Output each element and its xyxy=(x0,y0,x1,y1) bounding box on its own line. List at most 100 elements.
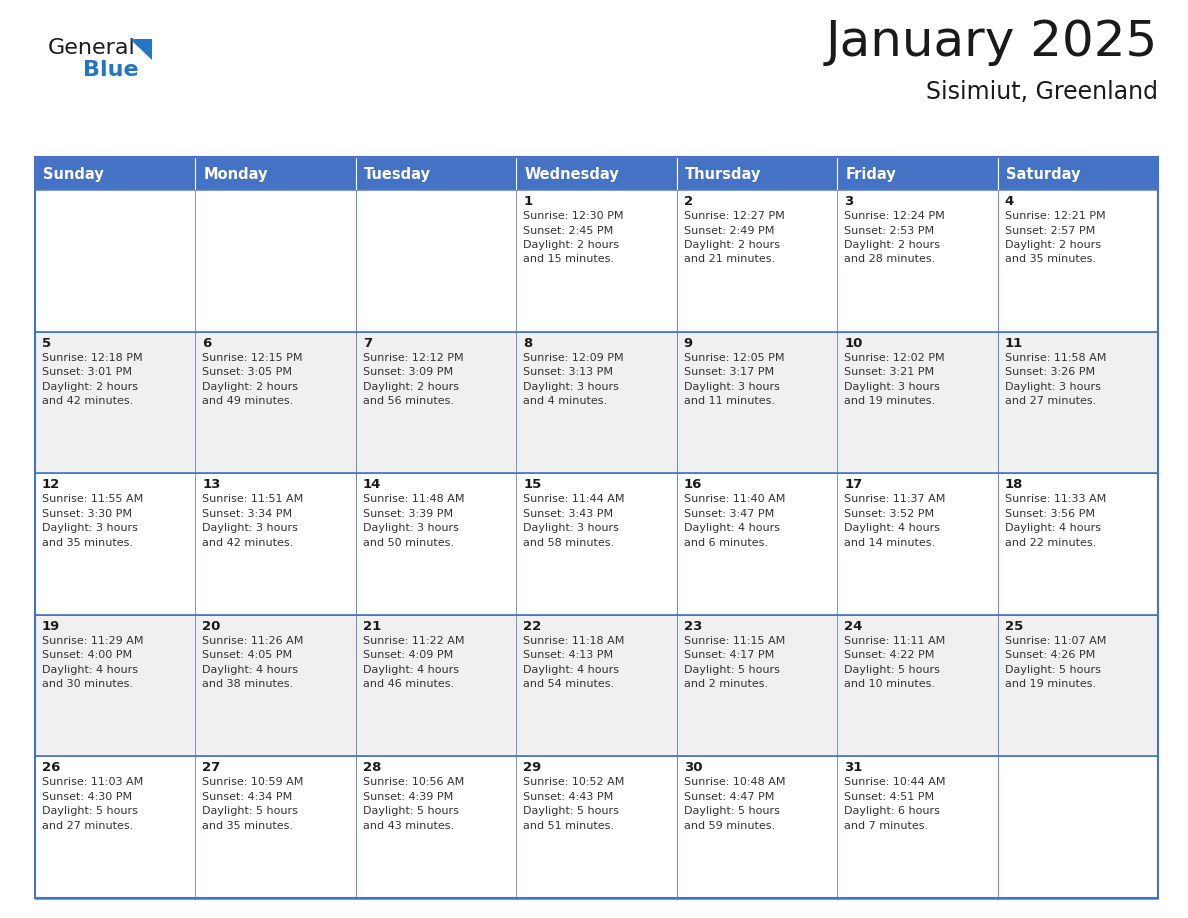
Text: Monday: Monday xyxy=(203,167,268,182)
Text: Sunrise: 11:29 AM: Sunrise: 11:29 AM xyxy=(42,636,144,645)
Text: and 54 minutes.: and 54 minutes. xyxy=(523,679,614,689)
Polygon shape xyxy=(129,39,152,60)
Text: 17: 17 xyxy=(845,478,862,491)
Text: Sisimiut, Greenland: Sisimiut, Greenland xyxy=(925,80,1158,104)
Text: Sunrise: 11:51 AM: Sunrise: 11:51 AM xyxy=(202,494,304,504)
Text: Daylight: 5 hours: Daylight: 5 hours xyxy=(684,665,779,675)
Bar xyxy=(34,331,196,474)
Text: Sunrise: 10:56 AM: Sunrise: 10:56 AM xyxy=(362,778,465,788)
Text: 28: 28 xyxy=(362,761,381,775)
Text: 4: 4 xyxy=(1005,195,1013,208)
Text: Sunset: 3:56 PM: Sunset: 3:56 PM xyxy=(1005,509,1094,519)
Bar xyxy=(356,331,517,474)
Text: Sunset: 2:45 PM: Sunset: 2:45 PM xyxy=(523,226,613,236)
Text: Daylight: 5 hours: Daylight: 5 hours xyxy=(1005,665,1100,675)
Bar xyxy=(838,331,998,474)
Text: Daylight: 5 hours: Daylight: 5 hours xyxy=(202,806,298,816)
Text: and 58 minutes.: and 58 minutes. xyxy=(523,538,614,548)
Text: 3: 3 xyxy=(845,195,853,208)
Text: and 42 minutes.: and 42 minutes. xyxy=(42,396,133,406)
Text: Sunrise: 11:03 AM: Sunrise: 11:03 AM xyxy=(42,778,144,788)
Text: Thursday: Thursday xyxy=(684,167,762,182)
Text: Daylight: 2 hours: Daylight: 2 hours xyxy=(845,240,940,250)
Text: Sunset: 4:22 PM: Sunset: 4:22 PM xyxy=(845,650,935,660)
Text: 10: 10 xyxy=(845,337,862,350)
Text: Sunrise: 12:27 PM: Sunrise: 12:27 PM xyxy=(684,211,784,221)
Text: Daylight: 4 hours: Daylight: 4 hours xyxy=(523,665,619,675)
Text: Sunset: 3:26 PM: Sunset: 3:26 PM xyxy=(1005,367,1094,377)
Text: Sunset: 3:17 PM: Sunset: 3:17 PM xyxy=(684,367,773,377)
Bar xyxy=(34,473,196,615)
Text: 21: 21 xyxy=(362,620,381,633)
Text: and 2 minutes.: and 2 minutes. xyxy=(684,679,767,689)
Text: Daylight: 5 hours: Daylight: 5 hours xyxy=(42,806,138,816)
Text: and 30 minutes.: and 30 minutes. xyxy=(42,679,133,689)
Bar xyxy=(517,331,677,474)
Text: Sunrise: 11:15 AM: Sunrise: 11:15 AM xyxy=(684,636,785,645)
Text: Sunday: Sunday xyxy=(43,167,103,182)
Text: Daylight: 5 hours: Daylight: 5 hours xyxy=(362,806,459,816)
Text: and 50 minutes.: and 50 minutes. xyxy=(362,538,454,548)
Text: Sunrise: 12:21 PM: Sunrise: 12:21 PM xyxy=(1005,211,1105,221)
Bar xyxy=(517,615,677,757)
Text: 26: 26 xyxy=(42,761,61,775)
Text: Sunset: 4:26 PM: Sunset: 4:26 PM xyxy=(1005,650,1095,660)
Text: and 43 minutes.: and 43 minutes. xyxy=(362,821,454,831)
Text: January 2025: January 2025 xyxy=(826,18,1158,66)
Text: Daylight: 4 hours: Daylight: 4 hours xyxy=(202,665,298,675)
Text: 12: 12 xyxy=(42,478,61,491)
Text: Daylight: 3 hours: Daylight: 3 hours xyxy=(42,523,138,533)
Text: and 10 minutes.: and 10 minutes. xyxy=(845,679,935,689)
Bar xyxy=(517,190,677,332)
Text: Daylight: 2 hours: Daylight: 2 hours xyxy=(42,382,138,392)
Text: 24: 24 xyxy=(845,620,862,633)
Text: Sunrise: 11:44 AM: Sunrise: 11:44 AM xyxy=(523,494,625,504)
Text: 31: 31 xyxy=(845,761,862,775)
Text: Daylight: 2 hours: Daylight: 2 hours xyxy=(202,382,298,392)
Text: Sunset: 3:47 PM: Sunset: 3:47 PM xyxy=(684,509,773,519)
Text: Sunset: 3:39 PM: Sunset: 3:39 PM xyxy=(362,509,453,519)
Text: Saturday: Saturday xyxy=(1005,167,1080,182)
Text: General: General xyxy=(48,38,135,58)
Text: Daylight: 4 hours: Daylight: 4 hours xyxy=(42,665,138,675)
Text: and 27 minutes.: and 27 minutes. xyxy=(42,821,133,831)
Text: Sunrise: 11:58 AM: Sunrise: 11:58 AM xyxy=(1005,353,1106,363)
Text: 1: 1 xyxy=(523,195,532,208)
Text: Sunset: 3:21 PM: Sunset: 3:21 PM xyxy=(845,367,934,377)
Text: and 22 minutes.: and 22 minutes. xyxy=(1005,538,1095,548)
Bar xyxy=(998,190,1158,332)
Text: Sunrise: 12:02 PM: Sunrise: 12:02 PM xyxy=(845,353,944,363)
Text: Sunset: 3:09 PM: Sunset: 3:09 PM xyxy=(362,367,453,377)
Bar xyxy=(34,756,196,899)
Text: Sunset: 3:01 PM: Sunset: 3:01 PM xyxy=(42,367,132,377)
Text: Sunset: 3:30 PM: Sunset: 3:30 PM xyxy=(42,509,132,519)
Text: 22: 22 xyxy=(523,620,542,633)
Text: 2: 2 xyxy=(684,195,693,208)
Text: 9: 9 xyxy=(684,337,693,350)
Bar xyxy=(196,157,356,190)
Bar xyxy=(517,473,677,615)
Text: Sunset: 4:17 PM: Sunset: 4:17 PM xyxy=(684,650,773,660)
Text: 25: 25 xyxy=(1005,620,1023,633)
Text: 19: 19 xyxy=(42,620,61,633)
Text: Sunset: 2:57 PM: Sunset: 2:57 PM xyxy=(1005,226,1095,236)
Text: Sunrise: 10:48 AM: Sunrise: 10:48 AM xyxy=(684,778,785,788)
Bar xyxy=(196,615,356,757)
Text: and 4 minutes.: and 4 minutes. xyxy=(523,396,607,406)
Text: and 35 minutes.: and 35 minutes. xyxy=(202,821,293,831)
Text: and 11 minutes.: and 11 minutes. xyxy=(684,396,775,406)
Text: Sunset: 3:43 PM: Sunset: 3:43 PM xyxy=(523,509,613,519)
Text: Sunset: 4:39 PM: Sunset: 4:39 PM xyxy=(362,792,453,802)
Text: Sunset: 4:34 PM: Sunset: 4:34 PM xyxy=(202,792,292,802)
Bar xyxy=(356,190,517,332)
Bar xyxy=(356,756,517,899)
Bar xyxy=(34,190,196,332)
Text: Daylight: 4 hours: Daylight: 4 hours xyxy=(362,665,459,675)
Text: and 35 minutes.: and 35 minutes. xyxy=(1005,254,1095,264)
Text: and 59 minutes.: and 59 minutes. xyxy=(684,821,775,831)
Text: and 35 minutes.: and 35 minutes. xyxy=(42,538,133,548)
Text: Daylight: 5 hours: Daylight: 5 hours xyxy=(684,806,779,816)
Bar xyxy=(196,331,356,474)
Text: Sunrise: 11:40 AM: Sunrise: 11:40 AM xyxy=(684,494,785,504)
Bar xyxy=(677,756,838,899)
